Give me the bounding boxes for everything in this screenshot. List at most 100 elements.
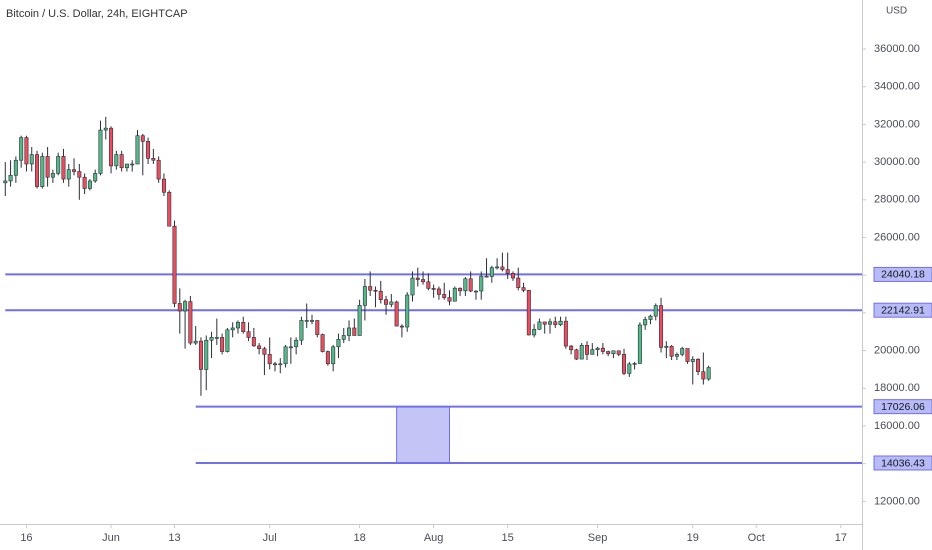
candle-body: [235, 322, 240, 329]
candle-body: [521, 287, 526, 291]
candle-body: [347, 327, 352, 336]
candle-body: [505, 269, 510, 274]
candle-body: [532, 328, 537, 336]
candle-body: [489, 267, 494, 277]
candle-body: [172, 225, 177, 304]
candle-body: [299, 320, 304, 341]
candle-body: [447, 297, 452, 302]
candle-body: [151, 158, 156, 161]
y-tick-label: 26000.00: [874, 231, 920, 243]
candle-body: [701, 371, 706, 380]
candle-body: [664, 345, 669, 348]
candle-body: [606, 351, 611, 355]
candle-body: [600, 347, 605, 352]
candle-body: [595, 347, 600, 350]
candle-body: [135, 135, 140, 165]
candle-body: [585, 345, 589, 355]
level-label-box: [873, 455, 932, 471]
candle-body: [320, 334, 325, 352]
currency-label: USD: [886, 6, 907, 17]
candle-body: [40, 156, 45, 187]
candle-body: [45, 156, 50, 178]
candle-body: [19, 137, 24, 161]
candle-body: [198, 340, 203, 370]
candle-body: [167, 191, 172, 227]
candle-body: [193, 340, 198, 344]
candle-body: [35, 154, 40, 187]
candle-body: [415, 277, 420, 280]
candle-body: [484, 275, 489, 278]
candle-body: [357, 305, 362, 336]
candle-body: [188, 301, 193, 344]
candle-body: [82, 176, 87, 189]
candle-body: [463, 278, 468, 292]
candle-body: [283, 346, 288, 365]
x-tick-label: Jun: [102, 532, 120, 544]
candle-body: [66, 169, 71, 180]
candle-body: [468, 278, 473, 292]
level-label: 24040.18: [881, 269, 925, 281]
candle-body: [685, 348, 690, 362]
candle-body: [690, 358, 695, 362]
candle-body: [109, 127, 114, 167]
candle-body: [590, 349, 595, 355]
level-label-box: [873, 399, 932, 415]
candle-body: [325, 351, 330, 365]
x-tick-label: 18: [353, 532, 365, 544]
y-tick-label: 20000.00: [874, 344, 920, 356]
candle-body: [220, 337, 225, 352]
candle-body: [378, 290, 383, 300]
candle-body: [473, 290, 478, 293]
candle-body: [611, 350, 616, 355]
candle-body: [278, 363, 283, 366]
candle-body: [331, 346, 336, 365]
candle-body: [394, 301, 399, 327]
candle-body: [251, 337, 256, 347]
candle-body: [643, 319, 648, 326]
candle-body: [431, 288, 436, 290]
level-label: 22142.91: [881, 304, 925, 316]
candle-body: [273, 363, 277, 366]
candle-body: [8, 174, 13, 182]
candle-body: [50, 173, 55, 178]
candle-body: [389, 301, 394, 305]
candle-body: [124, 163, 129, 169]
candle-body: [458, 287, 463, 292]
candle-body: [362, 286, 367, 306]
candle-body: [696, 358, 701, 373]
candle-body: [579, 345, 584, 360]
candle-body: [553, 321, 558, 326]
candle-body: [526, 289, 531, 336]
candle-body: [288, 346, 293, 349]
candle-body: [542, 321, 547, 325]
candle-body: [225, 329, 230, 352]
candle-body: [574, 349, 579, 360]
candle-body: [257, 345, 262, 350]
candle-body: [669, 345, 674, 357]
candle-body: [315, 320, 320, 335]
candle-body: [537, 321, 542, 330]
candle-body: [558, 320, 563, 326]
candle-body: [93, 173, 98, 182]
candle-body: [204, 339, 209, 370]
candle-body: [230, 327, 235, 331]
chart-title: Bitcoin / U.S. Dollar, 24h, EIGHTCAP: [6, 8, 188, 20]
candle-body: [659, 305, 664, 348]
candle-body: [304, 320, 309, 322]
candle-body: [627, 363, 632, 374]
y-tick-label: 34000.00: [874, 81, 920, 93]
candle-body: [267, 354, 272, 365]
y-tick-label: 32000.00: [874, 118, 920, 130]
candle-body: [622, 354, 627, 374]
candle-body: [61, 156, 66, 180]
candle-body: [510, 273, 515, 279]
candle-body: [426, 281, 431, 289]
candle-body: [294, 339, 299, 348]
candle-body: [500, 266, 505, 270]
candle-body: [29, 154, 34, 165]
candle-body: [214, 337, 219, 339]
level-label: 17026.06: [881, 401, 925, 413]
x-tick-label: Jul: [263, 532, 277, 544]
candle-body: [246, 331, 251, 338]
